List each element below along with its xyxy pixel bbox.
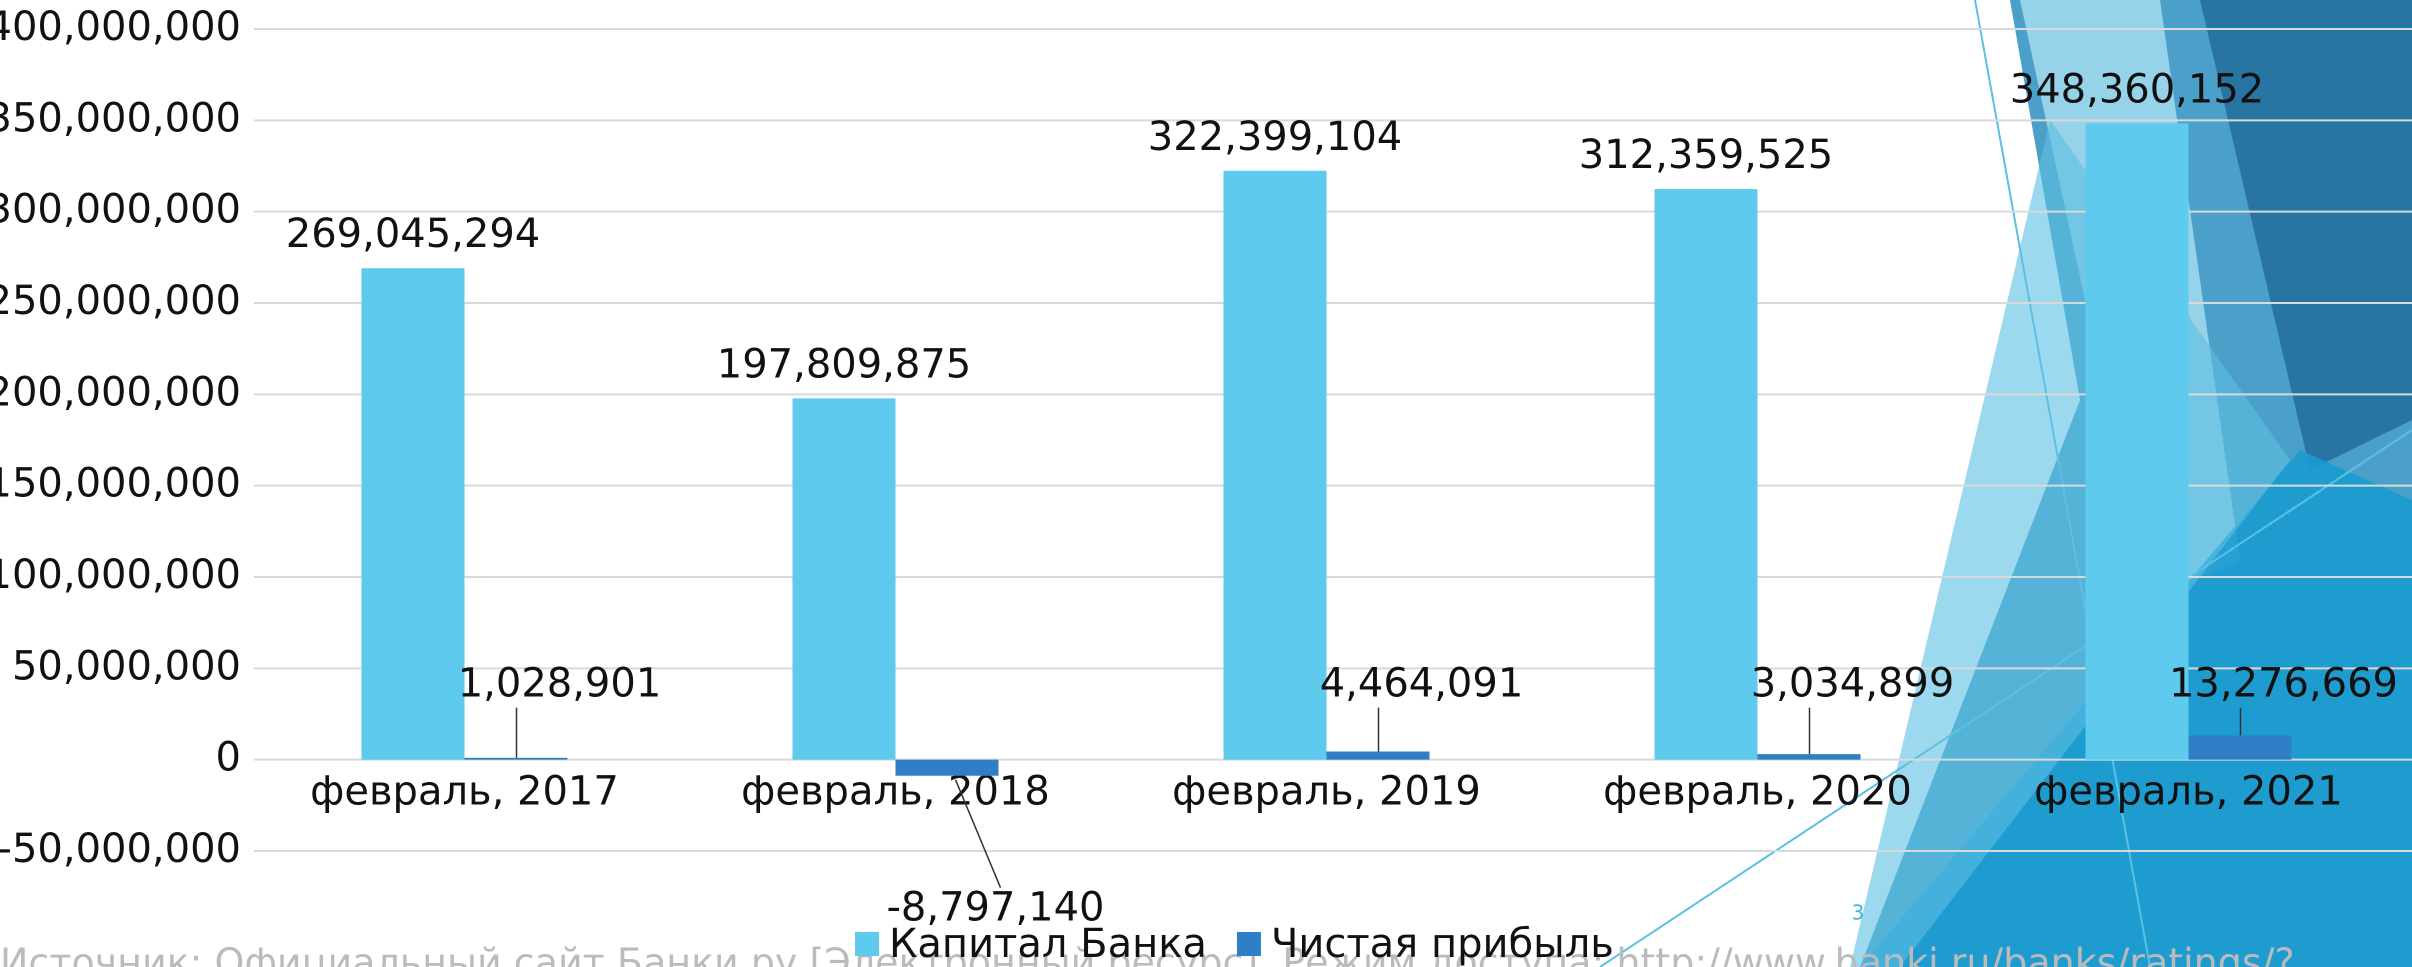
data-label: 348,360,152 (2010, 66, 2264, 112)
y-tick-label: 200,000,000 (0, 369, 241, 415)
y-tick-label: -50,000,000 (0, 826, 241, 872)
slide: 3 Источник: Официальный сайт Банки.ру [Э… (0, 0, 2412, 967)
bar (2189, 735, 2292, 759)
y-tick-label: 150,000,000 (0, 461, 241, 507)
legend-swatch (855, 932, 879, 956)
bar (362, 268, 465, 759)
y-tick-label: 400,000,000 (0, 4, 241, 50)
bar (896, 760, 999, 776)
x-tick-label: февраль, 2019 (1172, 769, 1481, 815)
bar (1655, 189, 1758, 760)
x-tick-label: февраль, 2020 (1603, 769, 1912, 815)
legend-label: Чистая прибыль (1271, 921, 1614, 967)
data-label: 4,464,091 (1320, 661, 1524, 707)
y-tick-label: 100,000,000 (0, 552, 241, 598)
data-label: 312,359,525 (1579, 132, 1833, 178)
data-label: 3,034,899 (1751, 661, 1955, 707)
legend-label: Капитал Банка (889, 921, 1207, 967)
y-tick-label: 300,000,000 (0, 187, 241, 233)
y-tick-label: 350,000,000 (0, 95, 241, 141)
data-label: 13,276,669 (2169, 661, 2398, 707)
bar (793, 398, 896, 759)
data-label: 269,045,294 (286, 211, 540, 257)
y-tick-label: 0 (216, 735, 241, 781)
data-label: 197,809,875 (717, 341, 971, 387)
x-tick-label: февраль, 2017 (310, 769, 619, 815)
y-tick-label: 50,000,000 (12, 643, 241, 689)
bar (1224, 171, 1327, 760)
bar (465, 758, 568, 760)
page-number: 3 (1852, 901, 1865, 925)
x-tick-label: февраль, 2021 (2034, 769, 2343, 815)
data-label: 322,399,104 (1148, 114, 1402, 160)
y-tick-label: 250,000,000 (0, 278, 241, 324)
bar (1327, 752, 1430, 760)
legend-swatch (1237, 932, 1261, 956)
bar (1758, 754, 1861, 760)
data-label: 1,028,901 (458, 661, 662, 707)
